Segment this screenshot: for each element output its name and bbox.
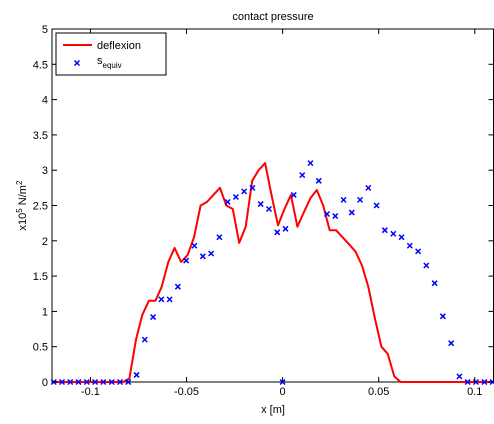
data-point-s-equiv [183, 257, 190, 264]
x-tick-label: -0.1 [81, 386, 100, 398]
legend-entry-deflexion: deflexion [97, 40, 141, 52]
data-point-s-equiv [174, 283, 181, 290]
legend: deflexion sequiv [55, 32, 167, 76]
data-point-s-equiv [100, 378, 107, 386]
data-point-s-equiv [265, 205, 272, 213]
y-axis-label: x105 N/m2 [15, 180, 29, 230]
data-point-s-equiv [83, 378, 90, 386]
data-point-s-equiv [257, 201, 264, 208]
data-point-s-equiv [274, 229, 281, 236]
data-point-s-equiv [315, 177, 322, 184]
data-point-s-equiv [199, 253, 206, 260]
y-axis-label-prefix: x10 [17, 213, 29, 231]
data-point-s-equiv [241, 188, 248, 195]
data-point-s-equiv [108, 378, 115, 386]
data-point-s-equiv [92, 378, 99, 386]
legend-box [55, 32, 167, 76]
data-point-s-equiv [398, 234, 405, 241]
data-point-s-equiv [191, 242, 198, 249]
data-point-s-equiv [224, 198, 231, 206]
chart-title: contact pressure [232, 11, 313, 23]
legend-marker-sample [73, 59, 81, 67]
data-point-s-equiv [340, 196, 347, 203]
data-point-s-equiv [373, 202, 380, 209]
data-point-s-equiv [357, 196, 364, 203]
data-point-s-equiv [481, 378, 488, 386]
data-point-s-equiv [431, 280, 438, 287]
data-point-s-equiv [67, 378, 74, 386]
y-tick-label: 4 [42, 95, 48, 107]
data-point-s-equiv [390, 230, 397, 237]
y-tick-label: 1.5 [33, 271, 48, 283]
y-axis-label-unit-exponent: 2 [15, 180, 24, 185]
legend-entry-s-equiv-subscript: equiv [103, 61, 122, 70]
y-tick-label: 2.5 [33, 201, 48, 213]
y-tick-label: 4.5 [33, 59, 48, 71]
y-tick-label: 3.5 [33, 130, 48, 142]
data-point-s-equiv [464, 378, 471, 386]
data-point-s-equiv [456, 373, 463, 380]
y-tick-label: 3 [42, 165, 48, 177]
data-point-s-equiv [323, 210, 331, 218]
y-tick-label: 1 [42, 306, 48, 318]
x-tick-label: 0.1 [467, 386, 482, 398]
data-point-s-equiv [415, 248, 422, 255]
y-tick-label: 0.5 [33, 342, 48, 354]
x-tick-label: -0.05 [174, 386, 199, 398]
data-point-s-equiv [150, 314, 157, 321]
data-point-s-equiv [158, 296, 165, 303]
data-point-s-equiv [423, 262, 430, 269]
data-point-s-equiv [439, 313, 446, 320]
data-point-s-equiv [332, 213, 339, 220]
y-tick-label: 5 [42, 24, 48, 36]
data-point-s-equiv [208, 250, 215, 257]
data-point-s-equiv [365, 184, 372, 191]
data-point-s-equiv [290, 191, 297, 198]
legend-entry-s-equiv: sequiv [97, 55, 122, 70]
data-point-s-equiv [249, 184, 256, 191]
legend-marker-x [73, 59, 81, 67]
series-layer [50, 160, 494, 386]
legend-entry-s-equiv-name: s [97, 55, 103, 67]
y-tick-label: 0 [42, 377, 48, 389]
y-tick-label: 2 [42, 236, 48, 248]
data-point-s-equiv [282, 225, 289, 232]
series-line-deflexion [52, 162, 494, 383]
data-point-s-equiv [348, 209, 355, 216]
data-point-s-equiv [125, 378, 132, 386]
data-point-s-equiv [58, 378, 66, 386]
data-point-s-equiv [116, 378, 124, 386]
x-axis-label: x [m] [261, 404, 285, 416]
data-point-s-equiv [448, 340, 455, 347]
data-point-s-equiv [166, 296, 173, 303]
ticks-layer: -0.1 -0.05 0 0.05 0.1 0 0.5 1 1.5 2 2.5 3 3.5 4 4.5 5 [33, 24, 494, 398]
data-point-s-equiv [406, 242, 413, 249]
data-point-s-equiv [381, 227, 388, 234]
data-point-s-equiv [133, 371, 140, 378]
y-axis-label-unit: N/m [17, 185, 29, 208]
x-tick-label: 0.05 [368, 386, 389, 398]
data-point-s-equiv [141, 336, 148, 343]
x-tick-label: 0 [280, 386, 286, 398]
data-point-s-equiv [472, 378, 479, 386]
data-point-s-equiv [232, 193, 239, 201]
data-point-s-equiv [216, 234, 223, 241]
data-point-s-equiv [307, 160, 314, 167]
y-axis-label-exponent: 5 [15, 208, 24, 213]
data-point-s-equiv [75, 378, 82, 386]
data-point-s-equiv [299, 172, 306, 179]
